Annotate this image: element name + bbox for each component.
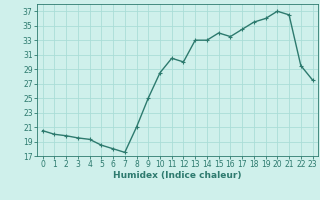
X-axis label: Humidex (Indice chaleur): Humidex (Indice chaleur) [113,171,242,180]
